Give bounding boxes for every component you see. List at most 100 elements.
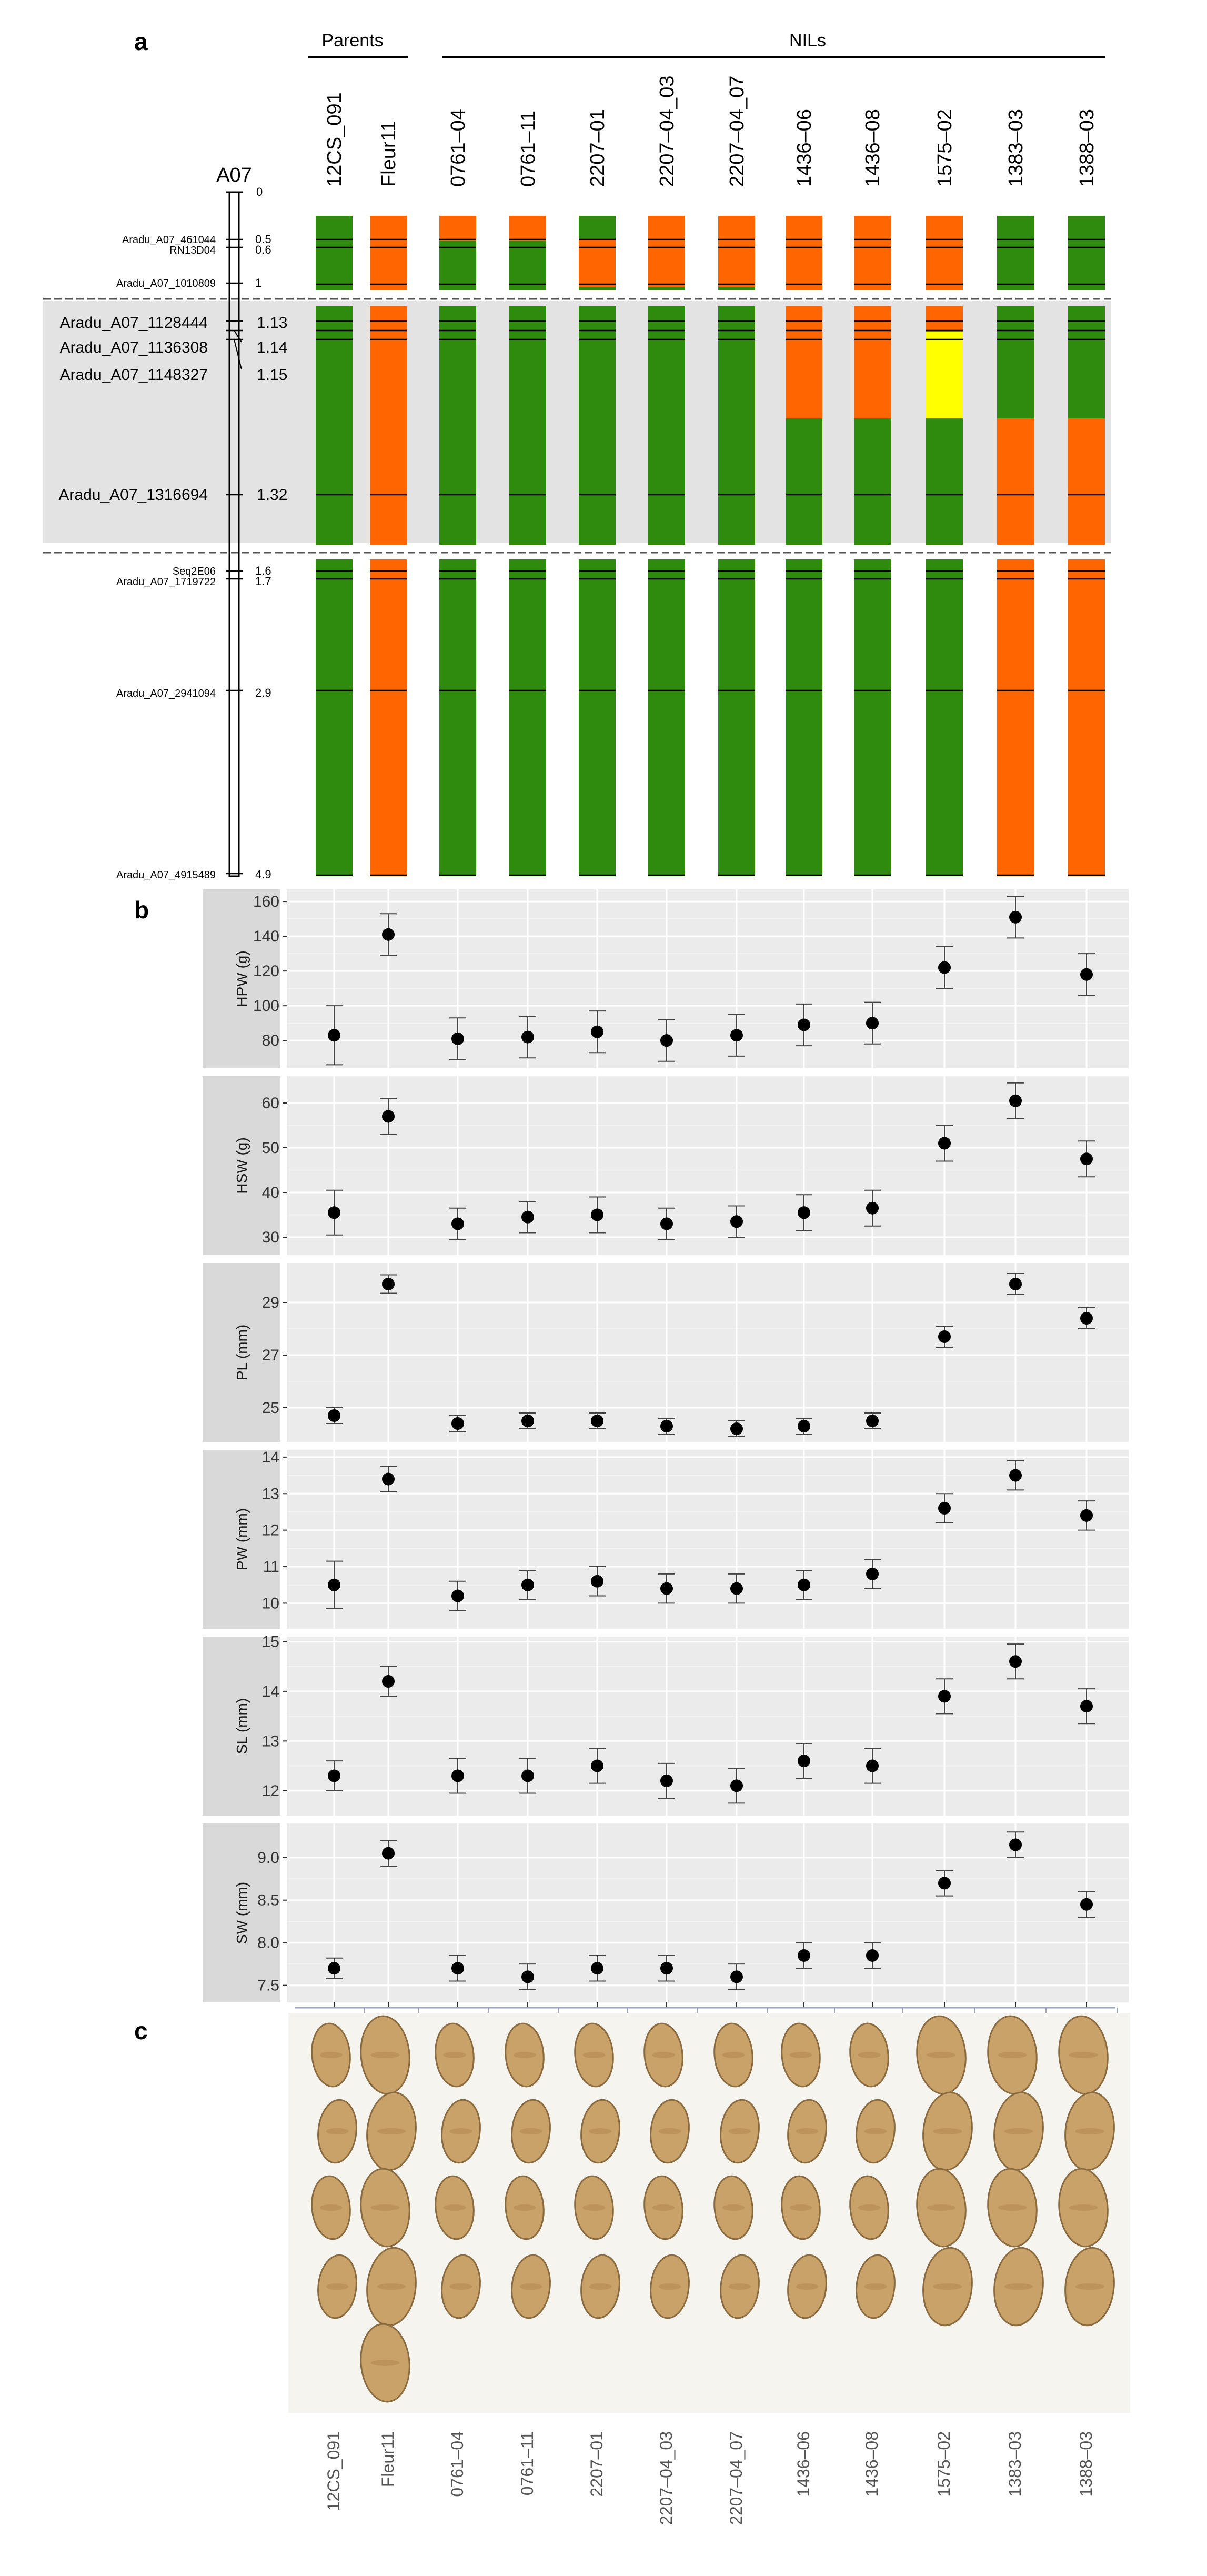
data-point [328, 1578, 340, 1591]
marker-position: 1.7 [255, 575, 271, 588]
pod-waist [789, 2204, 812, 2211]
group-label-nils: NILs [789, 31, 826, 51]
data-point [521, 1769, 534, 1782]
pod-waist [589, 2128, 612, 2134]
pod-waist [377, 2128, 406, 2134]
marker-position: 1.14 [257, 339, 287, 356]
marker-name: Seq2E06 [173, 566, 216, 577]
genotype-label: 1575–02 [934, 109, 956, 187]
group-label-parents: Parents [321, 31, 383, 51]
pod-waist [796, 2283, 819, 2290]
data-point [382, 1278, 395, 1290]
genotype-block [439, 216, 476, 241]
data-point [938, 1877, 951, 1890]
marker-position: 1.6 [255, 564, 271, 577]
pod-waist [449, 2283, 472, 2290]
facet-label: PW (mm) [234, 1508, 250, 1570]
marker-name: Aradu_A07_1128444 [60, 314, 208, 332]
data-point [866, 1567, 879, 1580]
data-point [660, 1962, 673, 1975]
data-point [730, 1970, 743, 1983]
pod-waist [927, 2204, 956, 2211]
data-point [382, 928, 395, 941]
pod-waist [319, 2052, 343, 2058]
pod-waist [449, 2128, 472, 2134]
pod-waist [728, 2128, 751, 2134]
genotype-block [854, 306, 891, 418]
data-point [798, 1578, 810, 1591]
genotype-block [1068, 418, 1105, 545]
data-point [451, 1962, 464, 1975]
tick-label: 160 [253, 893, 279, 910]
pod-waist [1075, 2283, 1104, 2290]
pod-waist [933, 2128, 962, 2134]
pod-waist [319, 2204, 343, 2211]
data-point [866, 1017, 879, 1030]
pod-waist [933, 2283, 962, 2290]
data-point [798, 1949, 810, 1962]
tick-label: 27 [262, 1347, 279, 1364]
facet-label: HSW (g) [234, 1137, 250, 1194]
pod-waist [927, 2052, 956, 2058]
marker-position: 1.15 [257, 366, 287, 384]
genotype-block [718, 216, 755, 287]
marker-name: RN13D04 [169, 245, 216, 256]
pod-waist [377, 2283, 406, 2290]
genotype-block [997, 216, 1034, 290]
data-point [451, 1417, 464, 1430]
genotype-block [926, 418, 963, 545]
data-point [798, 1206, 810, 1219]
tick-label: 29 [262, 1294, 279, 1311]
plot-background [287, 1263, 1129, 1442]
genotype-block [926, 216, 963, 290]
marker-connector [234, 339, 242, 370]
data-point [521, 1578, 534, 1591]
pod-waist [722, 2204, 745, 2211]
data-point [1009, 1469, 1022, 1482]
tick-label: 14 [262, 1449, 279, 1466]
genotype-block [786, 559, 822, 876]
data-point [660, 1034, 673, 1047]
genotype-block [316, 216, 353, 290]
data-point [591, 1025, 604, 1038]
facet-label: SW (mm) [234, 1882, 250, 1944]
data-point [730, 1215, 743, 1228]
photo-label: 0761–04 [448, 2431, 467, 2497]
data-point [1080, 1898, 1093, 1911]
tick-label: 10 [262, 1595, 279, 1612]
data-point [382, 1847, 395, 1860]
data-point [451, 1032, 464, 1045]
marker-name: Aradu_A07_1136308 [60, 339, 208, 356]
panel-letter-a: a [134, 28, 148, 55]
genotype-block [926, 332, 963, 418]
pod-waist [582, 2204, 606, 2211]
genotype-block [997, 418, 1034, 545]
genotype-block [1068, 216, 1105, 290]
genotype-panel: 12CS_091 Fleur11 0761–04 0761–11 2207–01 2207… [43, 76, 1111, 881]
facet-strip [203, 889, 280, 1068]
tick-label: 120 [253, 963, 279, 980]
pod-waist [796, 2128, 819, 2134]
pod-waist [326, 2128, 349, 2134]
pod-waist [1004, 2283, 1033, 2290]
pod-waist [998, 2052, 1027, 2058]
facet-label: PL (mm) [234, 1325, 250, 1380]
facet-strip [203, 1637, 280, 1816]
marker-name: Aradu_A07_461044 [122, 234, 216, 246]
data-point [938, 1137, 951, 1150]
tick-label: 12 [262, 1782, 279, 1800]
photo-label: 2207–04_03 [657, 2431, 676, 2525]
data-point [866, 1201, 879, 1215]
marker-name: Aradu_A07_1719722 [116, 576, 216, 588]
pod-waist [370, 2052, 400, 2058]
pod-waist [864, 2128, 887, 2134]
plot-background [287, 1076, 1129, 1255]
tick-label: 25 [262, 1399, 279, 1417]
chromosome-label: A07 [216, 164, 252, 186]
pod-waist [513, 2052, 536, 2058]
tick-label: 60 [262, 1095, 279, 1112]
marker-name: Aradu_A07_1316694 [58, 486, 208, 504]
tick-label: 9.0 [257, 1849, 279, 1867]
photo-label: 1388–03 [1077, 2431, 1095, 2497]
genotype-label: 12CS_091 [324, 92, 346, 187]
